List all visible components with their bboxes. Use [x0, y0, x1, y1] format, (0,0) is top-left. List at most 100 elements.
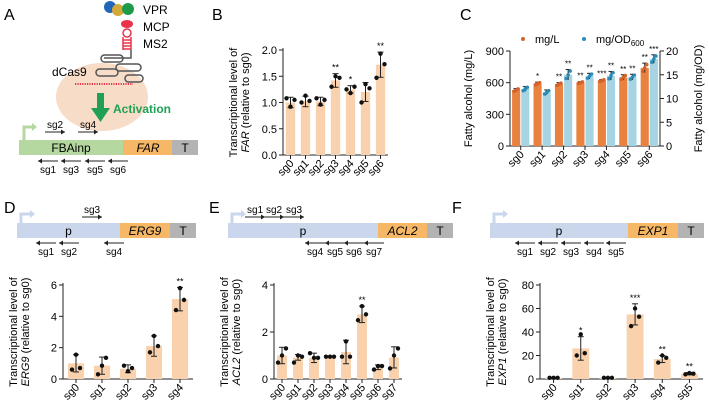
- gene-box: [628, 223, 678, 238]
- data-point: [650, 60, 654, 64]
- vpr-domain-green: [122, 3, 134, 15]
- y-axis-label-line2: FAR (relative to sg0): [240, 52, 252, 152]
- y-tick-label-left: 600: [486, 78, 504, 90]
- arrow-left-icon: [36, 240, 40, 246]
- promoter-box: [19, 140, 123, 155]
- sgrna-label: sg3: [63, 165, 80, 176]
- sgrna-label: sg1: [38, 247, 55, 258]
- chart-f: Transcriptional level of EXP1 (relative t…: [485, 276, 703, 403]
- terminator-label: T: [436, 224, 444, 238]
- data-point: [607, 76, 611, 81]
- mcp-icon: [121, 20, 133, 28]
- sgrna-label: sg5: [327, 247, 344, 258]
- data-point: [691, 371, 696, 376]
- y-tick-label: 1.0: [262, 98, 277, 110]
- arrow-left-icon: [59, 240, 63, 246]
- gene-label: EXP1: [638, 224, 669, 238]
- y-tick-label: 2: [51, 343, 57, 355]
- vpr-label: VPR: [143, 3, 168, 17]
- sgrna-label: sg6: [346, 247, 363, 258]
- bar: [373, 367, 383, 379]
- bar: [277, 355, 287, 379]
- y-axis-label-line1: Transcriptional level of: [8, 276, 20, 387]
- chart-d: Transcriptional level of ERG9 (relative t…: [8, 276, 193, 403]
- legend-subscript: 600: [631, 39, 645, 48]
- sgrna-label: sg2: [266, 205, 283, 216]
- y-tick-label: 0: [262, 374, 268, 386]
- bar: [300, 101, 311, 155]
- activation-arrow-icon: [91, 108, 110, 122]
- bar: [576, 82, 585, 146]
- bar: [521, 89, 530, 146]
- significance-label: **: [620, 65, 626, 74]
- bar: [293, 357, 303, 379]
- data-point: [323, 354, 329, 359]
- data-point: [288, 104, 293, 109]
- x-tick-label: sg3: [620, 382, 641, 403]
- data-point: [664, 355, 669, 361]
- data-point: [516, 87, 520, 91]
- sgrna-label: sg5: [608, 247, 625, 258]
- arrow-left-icon: [38, 158, 42, 164]
- bar: [330, 80, 341, 155]
- data-point: [359, 100, 364, 105]
- panel-label-d: D: [4, 200, 16, 217]
- data-point: [95, 372, 101, 377]
- panel-label-b: B: [212, 7, 223, 24]
- x-tick-label: sg2: [113, 382, 134, 403]
- data-point: [275, 360, 281, 365]
- data-point: [291, 360, 297, 365]
- arrow-left-icon: [344, 240, 348, 246]
- data-point: [355, 318, 361, 323]
- data-point: [537, 80, 542, 85]
- y-tick-label: 0: [51, 374, 57, 386]
- y-tick-label: 2: [262, 327, 268, 339]
- data-point: [125, 368, 131, 374]
- data-point: [103, 355, 109, 361]
- y-tick-label-right: 5: [666, 117, 672, 129]
- y-tick-label-left: 900: [486, 46, 504, 58]
- data-point: [589, 72, 594, 76]
- data-point: [632, 73, 637, 77]
- data-point: [284, 96, 289, 101]
- promoter-label: p: [65, 224, 72, 238]
- data-point: [121, 363, 127, 368]
- data-point: [525, 85, 530, 90]
- data-point: [303, 93, 308, 98]
- tss-arrowhead-icon: [32, 123, 37, 131]
- x-tick-label: sg6: [366, 158, 387, 179]
- data-point: [609, 73, 613, 78]
- data-point: [173, 307, 179, 313]
- y-tick-label-right: 15: [666, 70, 678, 82]
- arrow-left-icon: [364, 240, 368, 246]
- promoter-label: FBAinp: [51, 141, 91, 155]
- gene-label: ERG9: [129, 224, 162, 238]
- y-tick-label: 1.5: [262, 71, 277, 83]
- panel-a-diagram: VPR MCP MS2 dCas9 Activation FBAinp: [19, 1, 198, 176]
- y-tick-label: 0: [528, 374, 534, 386]
- data-point: [371, 367, 377, 372]
- gene-box: [378, 223, 427, 238]
- y-axis-gene-name: FAR: [240, 131, 252, 152]
- data-point: [299, 100, 304, 105]
- data-point: [654, 54, 658, 58]
- arrow-right-icon: [98, 214, 102, 220]
- data-point: [551, 375, 556, 381]
- y-axis-label-right: Fatty alcohol (mg/OD): [693, 45, 705, 153]
- data-point: [580, 80, 585, 84]
- gene-box: [123, 140, 172, 155]
- x-tick-label: sg0: [61, 382, 82, 403]
- significance-label: **: [556, 73, 562, 82]
- y-axis-gene-name: ACL2: [231, 358, 243, 387]
- data-point: [623, 73, 628, 78]
- data-point: [374, 75, 379, 81]
- data-point: [69, 367, 75, 372]
- arrow-left-icon: [561, 240, 565, 246]
- y-axis-label-line1: Transcriptional level of: [228, 47, 240, 158]
- significance-label: **: [577, 72, 583, 81]
- arrow-right-icon: [280, 214, 284, 220]
- y-tick-label-right: 10: [666, 94, 678, 106]
- bar: [628, 77, 637, 146]
